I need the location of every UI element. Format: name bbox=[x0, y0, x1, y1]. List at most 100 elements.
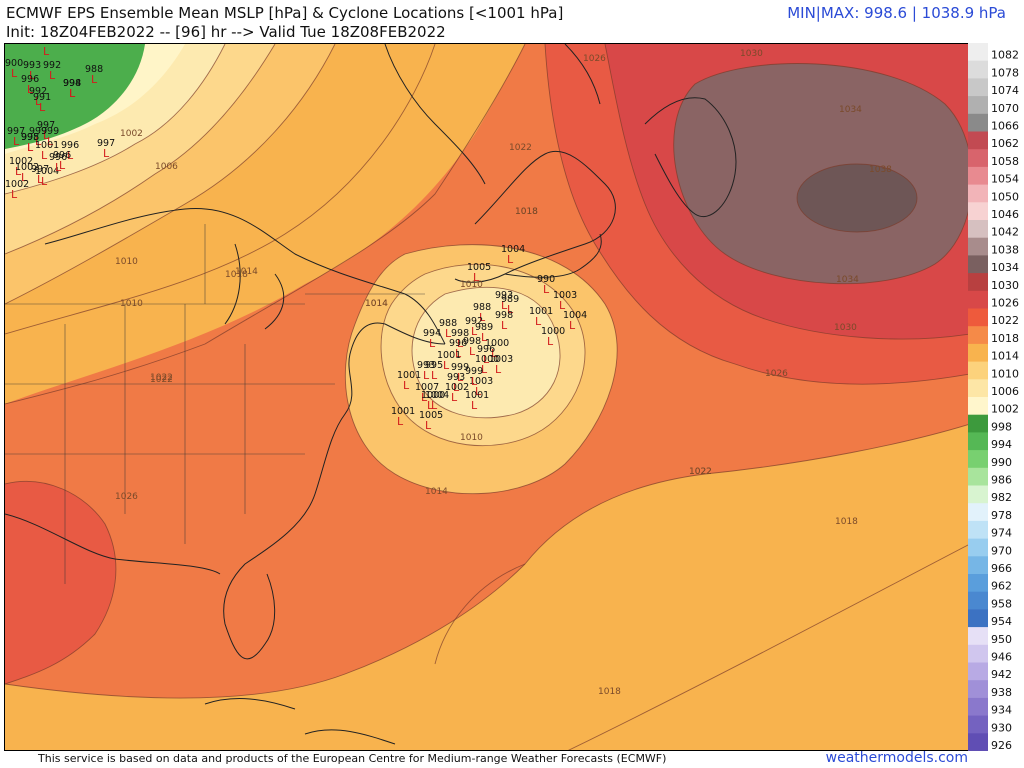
coastlines bbox=[5, 44, 737, 745]
low-marker-icon: L bbox=[91, 73, 98, 86]
isobar-label: 1034 bbox=[839, 105, 862, 115]
colorbar-swatch bbox=[968, 184, 988, 203]
weathermodels-link[interactable]: weathermodels.com bbox=[825, 750, 968, 766]
cyclone-pressure-label: 900 bbox=[5, 58, 23, 69]
cyclone-pressure-label: 1002 bbox=[445, 382, 469, 393]
isobar-label: 1018 bbox=[515, 207, 538, 217]
low-marker-icon: L bbox=[469, 345, 476, 358]
colorbar-label: 998 bbox=[991, 420, 1012, 433]
cyclone-markers[interactable]: 900L993L992L997L988L996L998L992L994L991L… bbox=[5, 44, 587, 432]
low-marker-icon: L bbox=[491, 347, 498, 360]
cyclone-pressure-label: 989 bbox=[501, 294, 519, 305]
isobar-label: 1014 bbox=[235, 267, 258, 277]
cyclone-pressure-label: 1005 bbox=[467, 262, 491, 273]
colorbar-label: 1026 bbox=[991, 297, 1019, 310]
colorbar-swatch bbox=[968, 680, 988, 699]
low-marker-icon: L bbox=[13, 135, 20, 148]
colorbar-swatch bbox=[968, 503, 988, 522]
mslp-map[interactable]: 1030 1026 1034 1038 1034 1030 1026 1022 1018 1022… bbox=[4, 43, 969, 751]
cyclone-pressure-label: 988 bbox=[439, 318, 457, 329]
cyclone-pressure-label: 1001 bbox=[35, 140, 59, 151]
colorbar-label: 1034 bbox=[991, 261, 1019, 274]
low-marker-icon: L bbox=[21, 171, 28, 184]
colorbar-label: 950 bbox=[991, 633, 1012, 646]
colorbar-swatch bbox=[968, 432, 988, 451]
low-marker-icon: L bbox=[15, 165, 22, 178]
low-marker-icon: L bbox=[431, 369, 438, 382]
colorbar-label: 1018 bbox=[991, 332, 1019, 345]
isobar-label: 1030 bbox=[834, 323, 857, 333]
cyclone-pressure-label: 1001 bbox=[465, 390, 489, 401]
colorbar-swatch bbox=[968, 379, 988, 398]
colorbar-swatch bbox=[968, 202, 988, 221]
cyclone-pressure-label: 1007 bbox=[415, 382, 439, 393]
low-marker-icon: L bbox=[443, 359, 450, 372]
cyclone-pressure-label: 988 bbox=[473, 302, 491, 313]
cyclone-pressure-label: 997 bbox=[37, 44, 55, 47]
